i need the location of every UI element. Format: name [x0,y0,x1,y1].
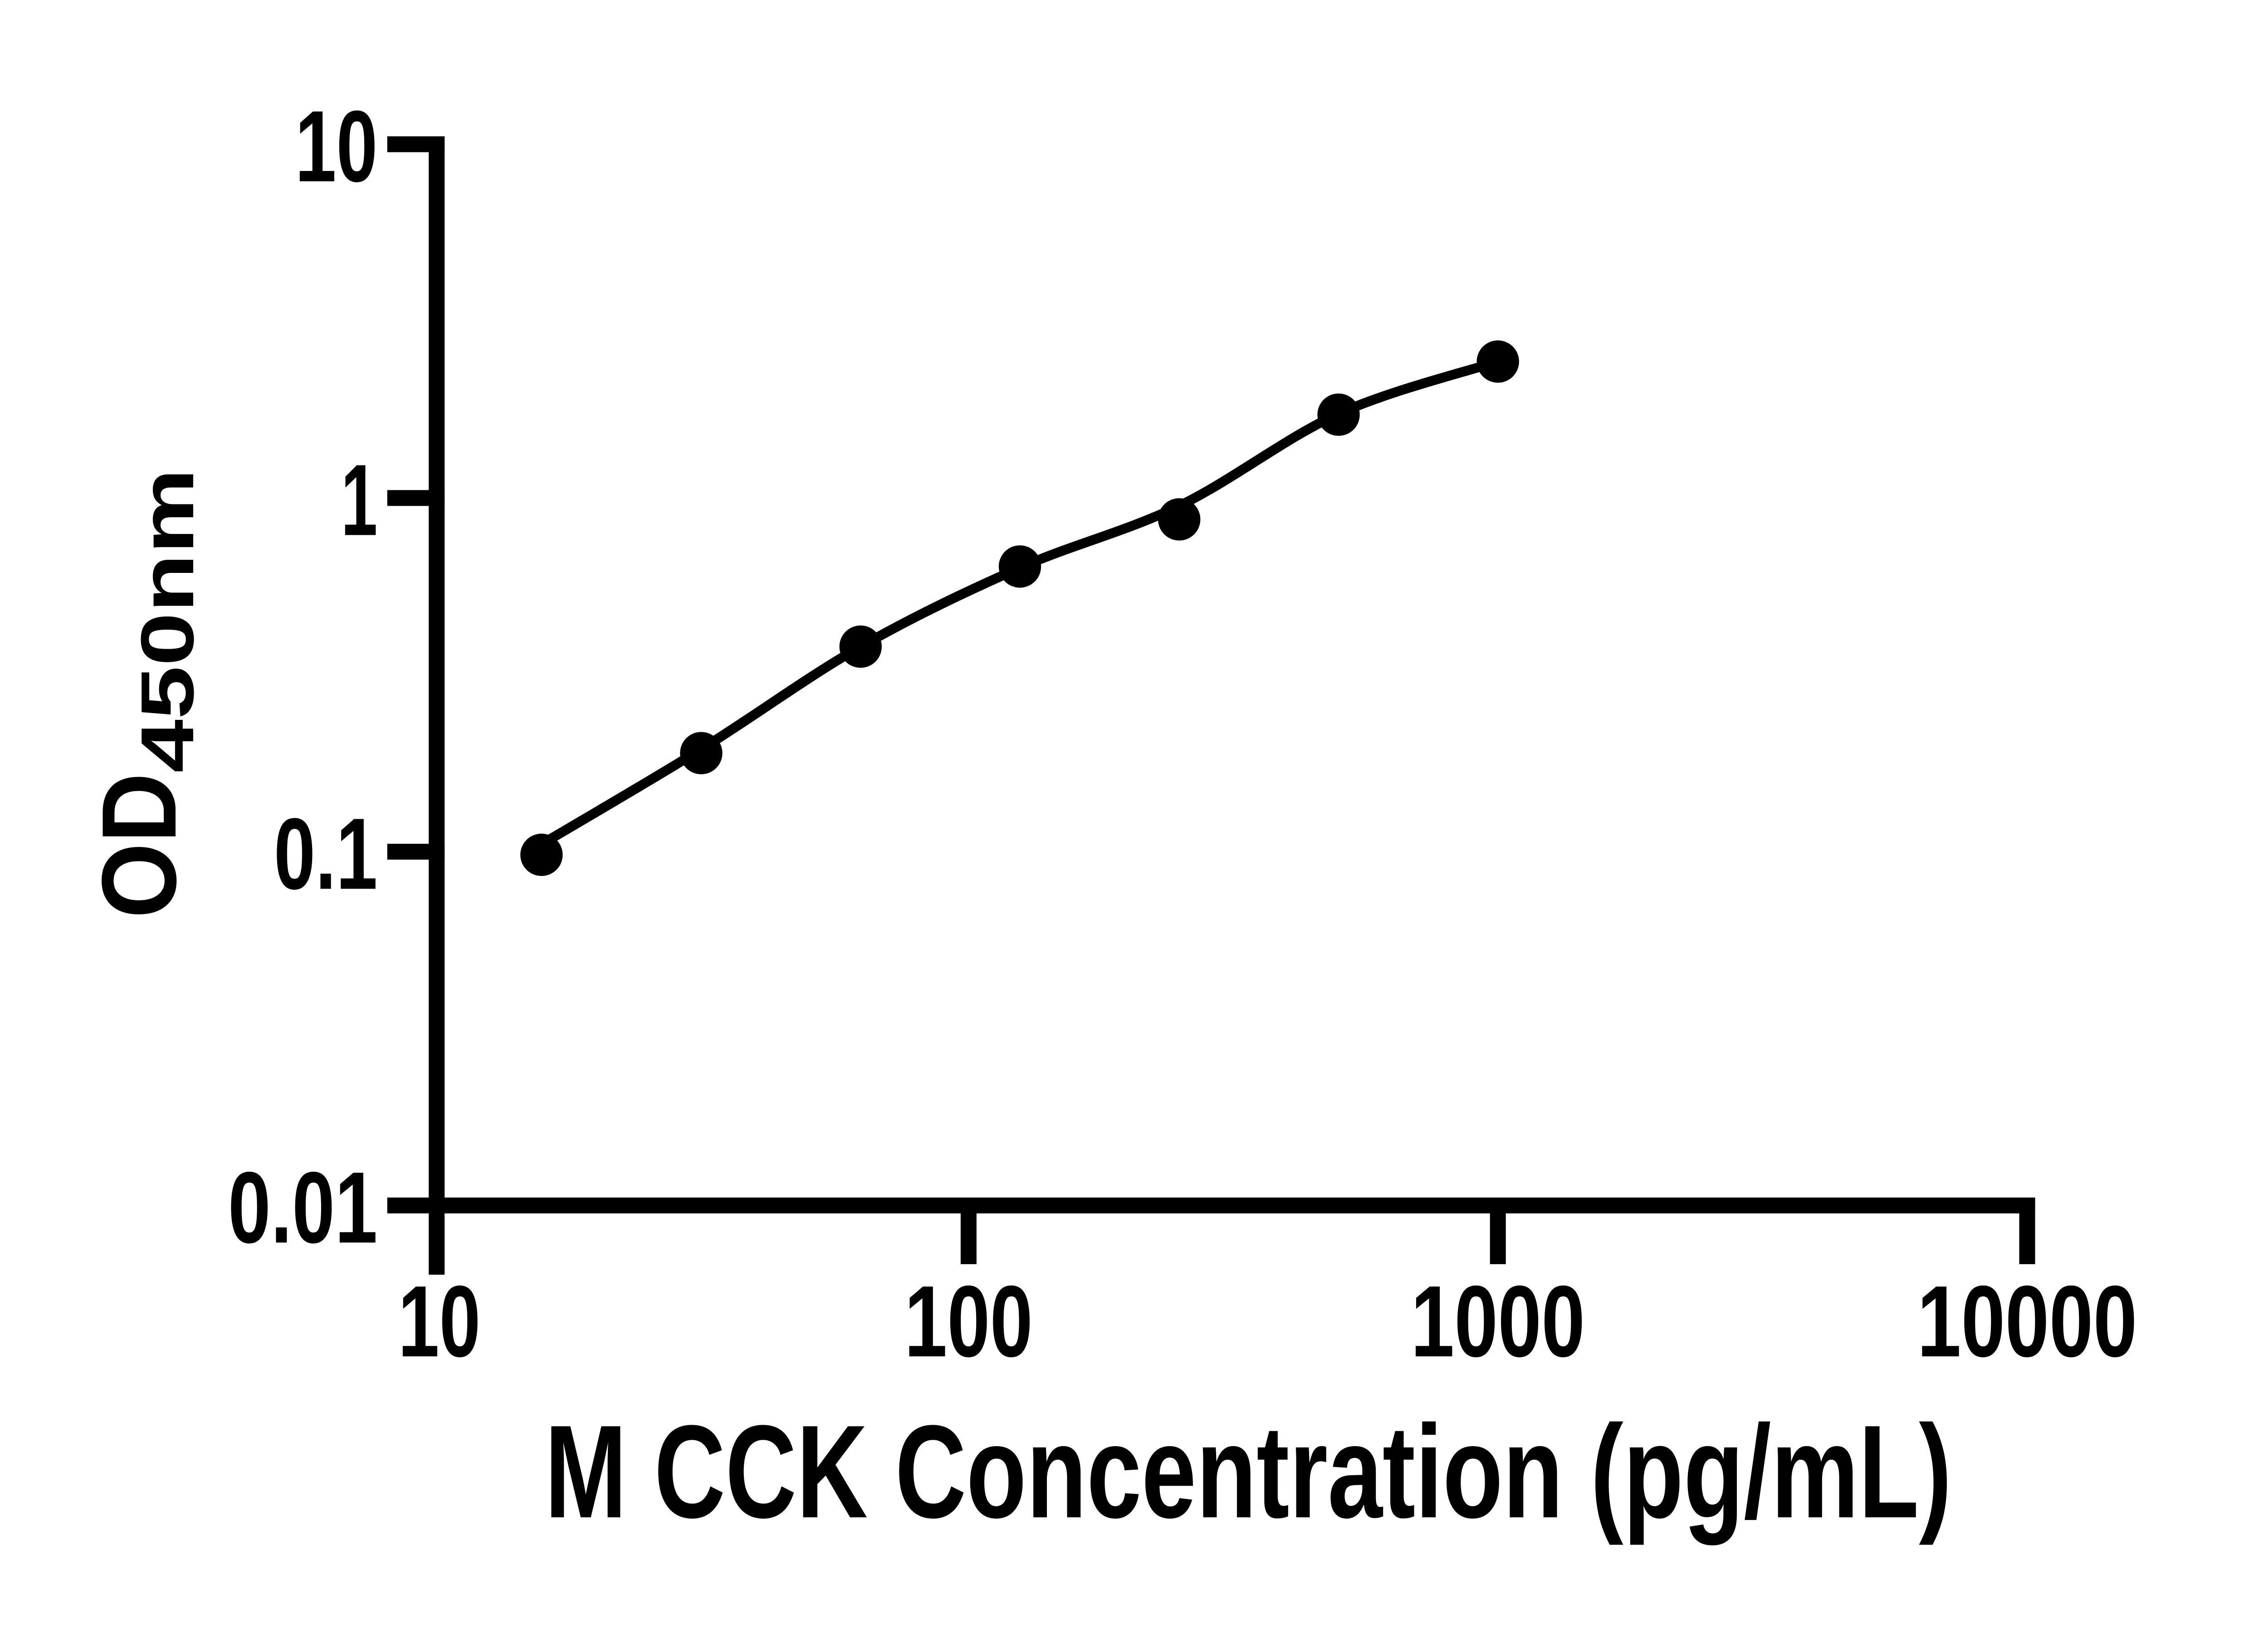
data-point-marker [1476,340,1519,383]
y-tick-label: 1 [341,444,378,557]
y-tick-label: 10 [295,90,378,203]
x-tick-label: 100 [904,1265,1033,1378]
y-axis-title-subscript: 450nm [126,469,210,773]
elisa-standard-curve-figure: 10 1 0.1 0.01 10 100 1000 10000 M CCK Concentr… [80,90,2137,1546]
y-axis-tick-labels: 10 1 0.1 0.01 [228,90,378,1265]
y-axis-title: OD450nm [80,469,210,919]
fit-curve-line [537,357,1503,849]
data-point-marker [680,732,723,774]
x-axis-tick-labels: 10 100 1000 10000 [398,1265,2137,1378]
data-point-marker [839,625,882,668]
x-axis-title: M CCK Concentration (pg/mL) [545,1398,1952,1546]
y-axis-ticks [387,136,445,1214]
data-point-marker [520,833,563,876]
x-tick-label: 10000 [1917,1265,2137,1378]
data-point-marker [1317,393,1360,436]
x-tick-label: 1000 [1411,1265,1585,1378]
chart-svg: 10 1 0.1 0.01 10 100 1000 10000 M CCK Concentr… [80,90,2137,1546]
data-point-marker [1158,498,1201,541]
y-tick-label: 0.01 [228,1151,378,1264]
x-tick-label: 10 [398,1265,481,1378]
x-axis-ticks [960,1198,2035,1264]
y-tick-label: 0.1 [274,797,378,910]
plot-area: 10 1 0.1 0.01 10 100 1000 10000 [228,90,2137,1378]
y-axis-title-main: OD [80,773,198,919]
data-points [520,340,1519,876]
data-point-marker [998,545,1041,588]
